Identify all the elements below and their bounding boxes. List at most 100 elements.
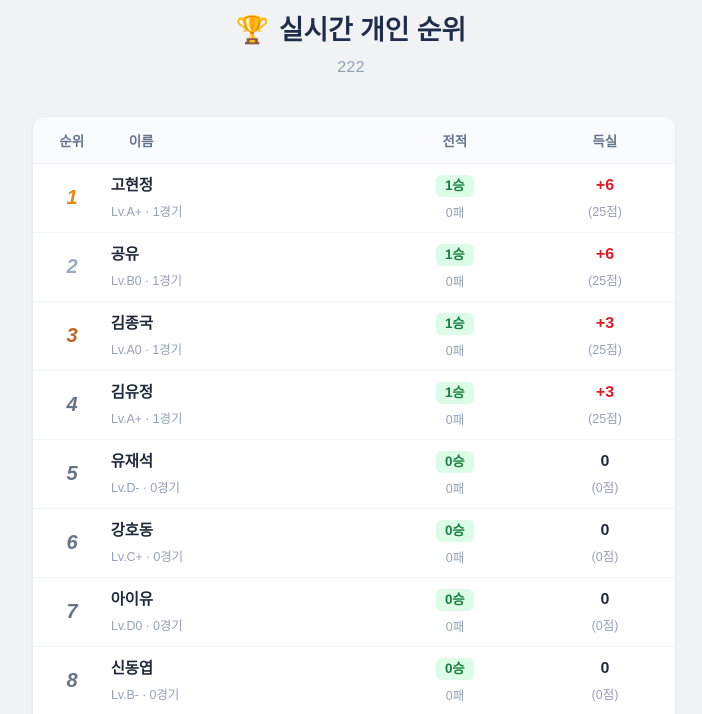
column-header-name: 이름 <box>111 117 375 164</box>
goal-difference: +3 <box>595 315 615 332</box>
diff-cell: +3 (25점) <box>535 302 675 371</box>
record-cell: 0승 0패 <box>375 440 535 509</box>
player-name: 강호동 <box>111 522 154 540</box>
rank-value: 3 <box>66 324 78 347</box>
table-row[interactable]: 7 아이유 Lv.D0 · 0경기 0승 0패 0 (0점) <box>33 578 675 647</box>
loss-count: 0패 <box>445 344 465 359</box>
points-value: (0점) <box>591 481 619 495</box>
player-name: 유재석 <box>111 453 154 471</box>
record-cell: 1승 0패 <box>375 302 535 371</box>
rank-value: 4 <box>66 393 78 416</box>
points-value: (0점) <box>591 550 619 564</box>
points-value: (25점) <box>588 205 622 219</box>
player-cell: 김유정 Lv.A+ · 1경기 <box>111 371 375 440</box>
leaderboard-card: 순위 이름 전적 득실 1 고현정 Lv.A+ · 1경기 1승 0패 +6 (25점) 2 공… <box>33 117 675 714</box>
goal-difference: 0 <box>600 453 610 470</box>
points-value: (0점) <box>591 688 619 702</box>
table-row[interactable]: 8 신동엽 Lv.B- · 0경기 0승 0패 0 (0점) <box>33 647 675 714</box>
player-level-and-games: Lv.C+ · 0경기 <box>111 549 184 564</box>
player-cell: 강호동 Lv.C+ · 0경기 <box>111 509 375 578</box>
diff-cell: 0 (0점) <box>535 509 675 578</box>
player-name: 김유정 <box>111 384 154 402</box>
rank-value: 2 <box>66 255 78 278</box>
player-name: 고현정 <box>111 177 154 195</box>
player-level-and-games: Lv.D- · 0경기 <box>111 480 180 495</box>
ranking-table: 순위 이름 전적 득실 1 고현정 Lv.A+ · 1경기 1승 0패 +6 (25점) 2 공… <box>33 117 675 714</box>
player-cell: 김종국 Lv.A0 · 1경기 <box>111 302 375 371</box>
points-value: (0점) <box>591 619 619 633</box>
column-header-diff: 득실 <box>535 117 675 164</box>
player-level-and-games: Lv.B0 · 1경기 <box>111 273 182 288</box>
table-header: 순위 이름 전적 득실 <box>33 117 675 164</box>
goal-difference: +6 <box>595 246 615 263</box>
trophy-icon: 🏆 <box>235 14 270 45</box>
page-header: 🏆 실시간 개인 순위 222 <box>0 0 702 77</box>
table-header-row: 순위 이름 전적 득실 <box>33 117 675 164</box>
page-subtitle: 222 <box>337 59 365 77</box>
goal-difference: +3 <box>595 384 615 401</box>
goal-difference: 0 <box>600 522 610 539</box>
player-level-and-games: Lv.A+ · 1경기 <box>111 411 183 426</box>
win-badge: 0승 <box>436 588 474 612</box>
points-value: (25점) <box>588 343 622 357</box>
player-level-and-games: Lv.B- · 0경기 <box>111 687 180 702</box>
loss-count: 0패 <box>445 689 465 704</box>
points-value: (25점) <box>588 274 622 288</box>
rank-value: 7 <box>66 600 78 623</box>
win-badge: 1승 <box>436 174 474 198</box>
loss-count: 0패 <box>445 275 465 290</box>
record-cell: 0승 0패 <box>375 509 535 578</box>
player-cell: 아이유 Lv.D0 · 0경기 <box>111 578 375 647</box>
table-row[interactable]: 5 유재석 Lv.D- · 0경기 0승 0패 0 (0점) <box>33 440 675 509</box>
player-name: 김종국 <box>111 315 154 333</box>
diff-cell: +3 (25점) <box>535 371 675 440</box>
player-level-and-games: Lv.A+ · 1경기 <box>111 204 183 219</box>
win-badge: 1승 <box>436 381 474 405</box>
win-badge: 0승 <box>436 657 474 681</box>
goal-difference: 0 <box>600 660 610 677</box>
rank-value: 1 <box>66 186 78 209</box>
loss-count: 0패 <box>445 551 465 566</box>
table-row[interactable]: 4 김유정 Lv.A+ · 1경기 1승 0패 +3 (25점) <box>33 371 675 440</box>
record-cell: 0승 0패 <box>375 647 535 714</box>
player-name: 신동엽 <box>111 660 154 678</box>
goal-difference: 0 <box>600 591 610 608</box>
player-name: 공유 <box>111 246 140 264</box>
rank-value: 6 <box>66 531 78 554</box>
title-row: 🏆 실시간 개인 순위 <box>0 14 702 46</box>
player-cell: 유재석 Lv.D- · 0경기 <box>111 440 375 509</box>
record-cell: 1승 0패 <box>375 233 535 302</box>
player-cell: 신동엽 Lv.B- · 0경기 <box>111 647 375 714</box>
loss-count: 0패 <box>445 482 465 497</box>
page-title: 실시간 개인 순위 <box>279 15 467 45</box>
column-header-rank: 순위 <box>33 117 111 164</box>
win-badge: 1승 <box>436 243 474 267</box>
player-cell: 공유 Lv.B0 · 1경기 <box>111 233 375 302</box>
diff-cell: +6 (25점) <box>535 233 675 302</box>
record-cell: 0승 0패 <box>375 578 535 647</box>
record-cell: 1승 0패 <box>375 164 535 233</box>
record-cell: 1승 0패 <box>375 371 535 440</box>
column-header-record: 전적 <box>375 117 535 164</box>
points-value: (25점) <box>588 412 622 426</box>
diff-cell: 0 (0점) <box>535 578 675 647</box>
rank-value: 8 <box>66 669 78 692</box>
diff-cell: 0 (0점) <box>535 647 675 714</box>
goal-difference: +6 <box>595 177 615 194</box>
player-level-and-games: Lv.D0 · 0경기 <box>111 618 183 633</box>
win-badge: 0승 <box>436 519 474 543</box>
player-level-and-games: Lv.A0 · 1경기 <box>111 342 182 357</box>
diff-cell: 0 (0점) <box>535 440 675 509</box>
loss-count: 0패 <box>445 413 465 428</box>
player-cell: 고현정 Lv.A+ · 1경기 <box>111 164 375 233</box>
player-name: 아이유 <box>111 591 154 609</box>
table-row[interactable]: 2 공유 Lv.B0 · 1경기 1승 0패 +6 (25점) <box>33 233 675 302</box>
table-row[interactable]: 3 김종국 Lv.A0 · 1경기 1승 0패 +3 (25점) <box>33 302 675 371</box>
table-row[interactable]: 6 강호동 Lv.C+ · 0경기 0승 0패 0 (0점) <box>33 509 675 578</box>
win-badge: 0승 <box>436 450 474 474</box>
diff-cell: +6 (25점) <box>535 164 675 233</box>
table-row[interactable]: 1 고현정 Lv.A+ · 1경기 1승 0패 +6 (25점) <box>33 164 675 233</box>
loss-count: 0패 <box>445 620 465 635</box>
table-body: 1 고현정 Lv.A+ · 1경기 1승 0패 +6 (25점) 2 공유 Lv.B0 · 1경기… <box>33 164 675 714</box>
